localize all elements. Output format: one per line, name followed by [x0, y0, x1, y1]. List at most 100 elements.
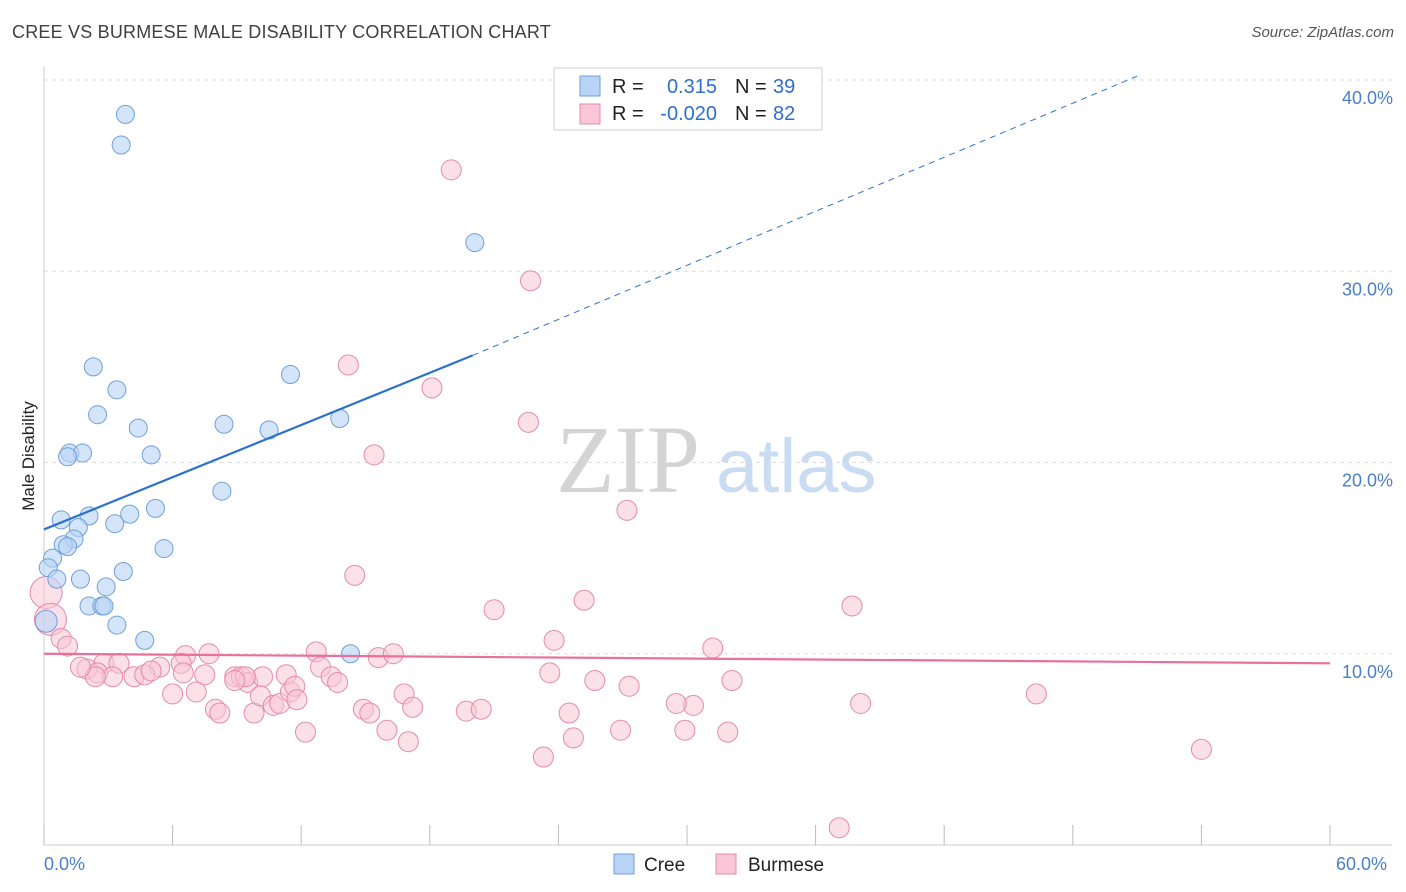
burmese-point [140, 660, 162, 682]
burmese-point [376, 719, 398, 741]
burmese-point [483, 599, 505, 621]
burmese-point [286, 689, 308, 711]
cree-trend-line [43, 354, 474, 531]
cree-point [58, 447, 78, 467]
cree-point [96, 577, 116, 597]
burmese-point [69, 656, 91, 678]
burmese-point [573, 589, 595, 611]
axes [43, 66, 1392, 846]
burmese-point [84, 666, 106, 688]
burmese-point [57, 635, 79, 657]
y-tick-labels: 10.0% 20.0% 30.0% 40.0% [1342, 88, 1393, 682]
bottom-legend-label-cree: Cree [644, 855, 685, 876]
burmese-trend-line [43, 652, 1331, 665]
legend-r-value-cree: 0.315 [667, 76, 717, 98]
burmese-point [382, 643, 404, 665]
burmese-point [610, 719, 632, 741]
cree-point [154, 539, 174, 559]
cree-point [47, 569, 67, 589]
cree-point [141, 445, 161, 465]
burmese-point [363, 444, 385, 466]
legend: R = 0.315 N = 39 R = -0.020 N = 82 [553, 67, 823, 131]
legend-r-value-burmese: -0.020 [660, 103, 717, 125]
y-tick-label: 30.0% [1342, 279, 1393, 299]
burmese-point [665, 692, 687, 714]
cree-point [58, 537, 78, 557]
burmese-point [421, 377, 443, 399]
y-tick-label: 40.0% [1342, 88, 1393, 108]
legend-swatch-burmese [579, 103, 601, 125]
cree-points [34, 104, 485, 664]
legend-r-label-cree: R = [612, 76, 644, 98]
burmese-point [850, 692, 872, 714]
burmese-point [721, 670, 743, 692]
burmese-point [162, 683, 184, 705]
source-note: Source: ZipAtlas.com [1251, 24, 1394, 41]
legend-n-value-cree: 39 [773, 76, 795, 98]
x-tick-label-max: 60.0% [1336, 854, 1387, 874]
y-axis-label: Male Disability [19, 401, 38, 511]
burmese-point [359, 702, 381, 724]
legend-n-label-burmese: N = [735, 103, 767, 125]
cree-point [88, 405, 108, 425]
bottom-legend-label-burmese: Burmese [748, 855, 824, 876]
page-title: CREE VS BURMESE MALE DISABILITY CORRELAT… [12, 22, 551, 42]
burmese-point [294, 721, 316, 743]
burmese-point [717, 721, 739, 743]
legend-r-label-burmese: R = [612, 103, 644, 125]
burmese-point [520, 270, 542, 292]
burmese-point [532, 746, 554, 768]
burmese-point [1190, 738, 1212, 760]
x-tick-label-min: 0.0% [44, 854, 85, 874]
burmese-point [209, 702, 231, 724]
legend-n-label-cree: N = [735, 76, 767, 98]
burmese-point [841, 595, 863, 617]
cree-point [128, 418, 148, 438]
burmese-point [674, 719, 696, 741]
cree-point [107, 615, 127, 635]
burmese-point [517, 411, 539, 433]
burmese-point [539, 662, 561, 684]
cree-point [113, 562, 133, 582]
burmese-point [558, 702, 580, 724]
burmese-point [397, 731, 419, 753]
watermark-zip: ZIP [556, 406, 700, 513]
cree-point [280, 365, 300, 385]
legend-swatch-cree [579, 75, 601, 97]
y-tick-label: 20.0% [1342, 471, 1393, 491]
burmese-point [440, 159, 462, 181]
cree-point [94, 596, 114, 616]
burmese-point [584, 670, 606, 692]
cree-point [34, 609, 58, 633]
burmese-point [194, 664, 216, 686]
watermark-atlas: atlas [716, 424, 877, 509]
cree-point [135, 630, 155, 650]
burmese-point [702, 637, 724, 659]
cree-point [107, 380, 127, 400]
burmese-point [470, 698, 492, 720]
grid-lines [44, 79, 1392, 655]
cree-point [120, 504, 140, 524]
burmese-point [562, 727, 584, 749]
burmese-point [185, 681, 207, 703]
cree-point [145, 498, 165, 518]
trend-lines [43, 75, 1331, 665]
burmese-point [337, 354, 359, 376]
bottom-legend: Cree Burmese [613, 853, 824, 876]
cree-point [83, 357, 103, 377]
legend-n-value-burmese: 82 [773, 103, 795, 125]
cree-point [465, 233, 485, 253]
burmese-point [1025, 683, 1047, 705]
cree-point [70, 569, 90, 589]
bottom-legend-swatch-burmese [715, 853, 737, 875]
watermark: ZIP atlas [556, 406, 877, 513]
cree-point [115, 104, 135, 124]
burmese-point [198, 643, 220, 665]
burmese-point [543, 629, 565, 651]
burmese-point [224, 670, 246, 692]
cree-point [214, 414, 234, 434]
burmese-point [327, 671, 349, 693]
cree-point [212, 481, 232, 501]
burmese-point [344, 564, 366, 586]
